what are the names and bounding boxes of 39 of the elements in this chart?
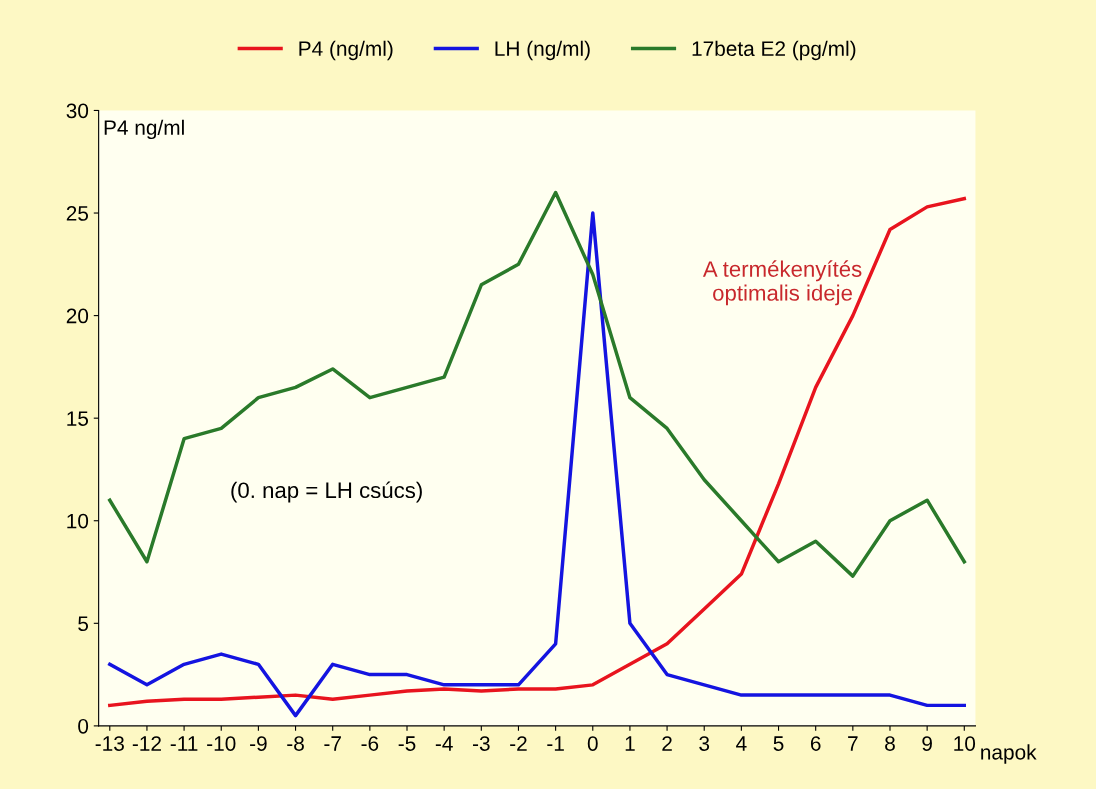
y-tick-label: 5 xyxy=(78,616,89,632)
x-tick-label: -2 xyxy=(510,736,527,751)
y-tick-label: 10 xyxy=(67,513,89,529)
x-tick-label: 1 xyxy=(625,736,635,751)
x-tick-label: -6 xyxy=(361,736,379,751)
x-tick-label: -10 xyxy=(207,736,236,751)
y-tick-label: 15 xyxy=(67,411,89,426)
y-tick-label: 25 xyxy=(66,206,89,221)
x-tick-label: -12 xyxy=(132,736,161,751)
x-tick-label: -11 xyxy=(170,736,198,751)
x-tick-label: -9 xyxy=(250,736,267,751)
x-tick-label: -13 xyxy=(95,736,124,751)
x-tick-label: 3 xyxy=(699,736,710,751)
y-tick-label: 0 xyxy=(78,718,89,734)
x-tick-label: 7 xyxy=(848,736,858,751)
annotation: (0. nap = LH csúcs) xyxy=(231,481,422,503)
annotation: A termékenyítés optimalis ideje xyxy=(702,260,862,306)
y-axis-title: P4 ng/ml xyxy=(104,119,184,140)
x-tick-label: -5 xyxy=(398,736,416,751)
x-tick-label: -7 xyxy=(324,736,341,751)
x-tick-label: -1 xyxy=(547,736,564,751)
x-tick-label: 6 xyxy=(810,736,821,751)
x-tick-label: 5 xyxy=(773,736,784,751)
x-tick-label: -8 xyxy=(287,736,304,751)
x-tick-label: 9 xyxy=(922,736,932,751)
y-tick-label: 30 xyxy=(66,103,89,119)
x-tick-label: 8 xyxy=(885,736,895,751)
x-tick-label: 10 xyxy=(954,736,976,751)
line-series xyxy=(108,190,967,578)
legend-label: LH (ng/ml) xyxy=(495,40,590,61)
x-tick-label: -4 xyxy=(435,736,453,751)
legend-label: 17beta E2 (pg/ml) xyxy=(692,40,856,61)
x-tick-label: 0 xyxy=(587,736,598,751)
x-tick-label: -3 xyxy=(472,736,490,751)
x-tick-label: 4 xyxy=(736,736,747,751)
x-axis-title: napok xyxy=(981,744,1037,764)
y-tick-label: 20 xyxy=(66,308,89,324)
x-tick-label: 2 xyxy=(662,736,672,751)
legend-label: P4 (ng/ml) xyxy=(299,40,393,61)
